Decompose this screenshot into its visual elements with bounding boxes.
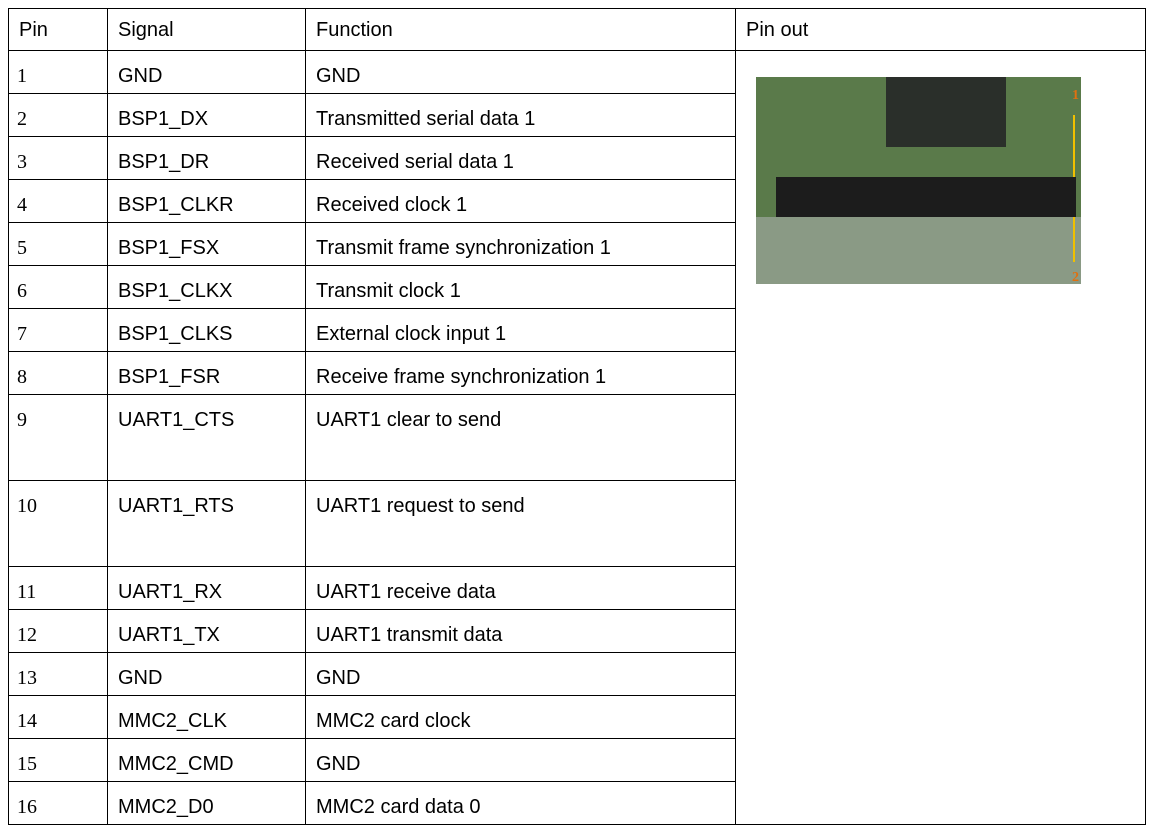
signal-cell: BSP1_FSR xyxy=(107,351,306,395)
pin-cell: 6 xyxy=(8,265,108,309)
pin-cell: 8 xyxy=(8,351,108,395)
pin-label: 1 xyxy=(1072,88,1079,103)
pin-cell: 16 xyxy=(8,781,108,825)
table-row: 15 MMC2_CMD GND xyxy=(8,738,1146,782)
signal-cell: BSP1_CLKR xyxy=(107,179,306,223)
table-row: 3 BSP1_DR Received serial data 1 xyxy=(8,136,1146,180)
header-cell: Function xyxy=(305,8,736,51)
header-cell: Pin out xyxy=(735,8,1146,51)
background xyxy=(756,217,1081,284)
function-cell: UART1 receive data xyxy=(305,566,736,610)
table-row: 4 BSP1_CLKR Received clock 1 xyxy=(8,179,1146,223)
pin-cell: 12 xyxy=(8,609,108,653)
signal-cell: GND xyxy=(107,50,306,94)
function-cell: GND xyxy=(305,738,736,782)
pin-cell: 2 xyxy=(8,93,108,137)
pin-cell: 10 xyxy=(8,480,108,567)
function-cell: Transmitted serial data 1 xyxy=(305,93,736,137)
pin-cell: 13 xyxy=(8,652,108,696)
signal-cell: BSP1_DR xyxy=(107,136,306,180)
signal-cell: UART1_CTS xyxy=(107,394,306,481)
signal-cell: GND xyxy=(107,652,306,696)
signal-cell: BSP1_CLKX xyxy=(107,265,306,309)
signal-cell: MMC2_D0 xyxy=(107,781,306,825)
pin-cell: 11 xyxy=(8,566,108,610)
function-cell: GND xyxy=(305,652,736,696)
header-cell: Signal xyxy=(107,8,306,51)
signal-cell: MMC2_CMD xyxy=(107,738,306,782)
pin-label: 2 xyxy=(1072,270,1079,285)
pin-cell: 14 xyxy=(8,695,108,739)
table-row: 14 MMC2_CLK MMC2 card clock xyxy=(8,695,1146,739)
table-row: 7 BSP1_CLKS External clock input 1 xyxy=(8,308,1146,352)
table-row: 5 BSP1_FSX Transmit frame synchronization … xyxy=(8,222,1146,266)
table-row: 8 BSP1_FSR Receive frame synchronization 1 xyxy=(8,351,1146,395)
function-cell: UART1 transmit data xyxy=(305,609,736,653)
signal-cell: BSP1_DX xyxy=(107,93,306,137)
table-row: 9 UART1_CTS UART1 clear to send xyxy=(8,394,1146,481)
pin-cell: 1 xyxy=(8,50,108,94)
pinout-cell: 1 2 xyxy=(735,50,1146,825)
pin-cell: 5 xyxy=(8,222,108,266)
pinout-photo: 1 2 xyxy=(756,77,1081,285)
table-row: 6 BSP1_CLKX Transmit clock 1 xyxy=(8,265,1146,309)
function-cell: Receive frame synchronization 1 xyxy=(305,351,736,395)
header-cell: Pin xyxy=(8,8,108,51)
signal-cell: UART1_RX xyxy=(107,566,306,610)
function-cell: GND xyxy=(305,50,736,94)
function-cell: External clock input 1 xyxy=(305,308,736,352)
header-row: Pin Signal Function Pin out xyxy=(8,8,1146,51)
pin-cell: 4 xyxy=(8,179,108,223)
table-row: 12 UART1_TX UART1 transmit data xyxy=(8,609,1146,653)
function-cell: Transmit frame synchronization 1 xyxy=(305,222,736,266)
function-cell: MMC2 card clock xyxy=(305,695,736,739)
table-row: 10 UART1_RTS UART1 request to send xyxy=(8,480,1146,567)
pin-table: Pin Signal Function Pin out 1 GND GND 1 2 … xyxy=(8,8,1146,825)
signal-cell: BSP1_CLKS xyxy=(107,308,306,352)
signal-cell: UART1_RTS xyxy=(107,480,306,567)
pin-cell: 15 xyxy=(8,738,108,782)
pin-cell: 3 xyxy=(8,136,108,180)
signal-cell: UART1_TX xyxy=(107,609,306,653)
table-row: 2 BSP1_DX Transmitted serial data 1 xyxy=(8,93,1146,137)
signal-cell: MMC2_CLK xyxy=(107,695,306,739)
header-connector xyxy=(776,177,1076,217)
function-cell: Transmit clock 1 xyxy=(305,265,736,309)
table-row: 1 GND GND 1 2 xyxy=(8,50,1146,825)
function-cell: UART1 clear to send xyxy=(305,394,736,481)
function-cell: MMC2 card data 0 xyxy=(305,781,736,825)
function-cell: Received serial data 1 xyxy=(305,136,736,180)
function-cell: Received clock 1 xyxy=(305,179,736,223)
chip xyxy=(886,77,1006,147)
pin-cell: 9 xyxy=(8,394,108,481)
function-cell: UART1 request to send xyxy=(305,480,736,567)
pin-cell: 7 xyxy=(8,308,108,352)
signal-cell: BSP1_FSX xyxy=(107,222,306,266)
